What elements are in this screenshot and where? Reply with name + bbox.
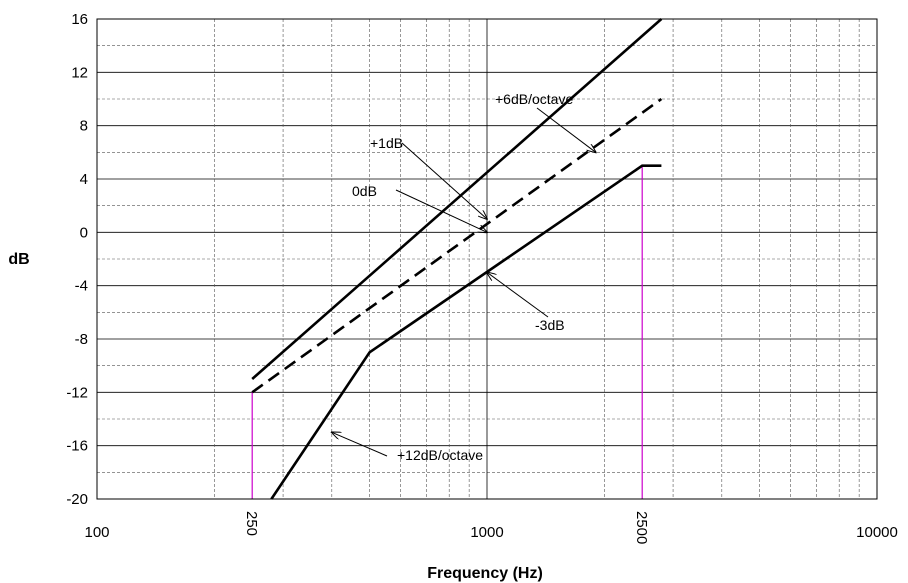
reference-lines <box>251 165 643 499</box>
annotation-label: 0dB <box>352 183 377 199</box>
annotation-label: +1dB <box>370 135 403 151</box>
x-tick-label: 2500 <box>633 511 650 544</box>
plot-frame <box>96 18 878 500</box>
series-line-zerodb <box>251 97 663 394</box>
annotation-label: -3dB <box>535 317 565 333</box>
y-tick-label: 8 <box>80 118 88 135</box>
y-tick-label: -12 <box>66 384 88 401</box>
annotation-arrow <box>395 189 487 232</box>
y-tick-labels: 16 12 8 4 0 -4 -8 -12 -16 -20 <box>66 11 88 508</box>
y-axis-title: dB <box>8 251 29 268</box>
y-tick-label: -16 <box>66 438 88 455</box>
annotation-label: +6dB/octave <box>495 91 573 107</box>
y-tick-label: 0 <box>80 224 88 241</box>
x-axis-title: Frequency (Hz) <box>427 565 543 582</box>
series-line-minus3db <box>270 164 662 500</box>
y-tick-label: 4 <box>80 171 88 188</box>
annotation-arrow <box>401 142 487 219</box>
y-tick-label: 16 <box>71 11 88 28</box>
x-tick-label: 100 <box>84 524 109 541</box>
x-tick-label: 10000 <box>856 524 898 541</box>
grid <box>96 18 877 500</box>
y-tick-label: 12 <box>71 64 88 81</box>
y-tick-label: -20 <box>66 491 88 508</box>
annotation-arrow <box>332 432 388 457</box>
y-tick-label: -4 <box>75 278 88 295</box>
y-tick-label: -8 <box>75 331 88 348</box>
x-tick-labels: 100 250 1000 2500 10000 <box>84 511 897 544</box>
x-tick-label: 250 <box>243 511 260 536</box>
annotation-label: +12dB/octave <box>397 447 483 463</box>
series-group <box>251 18 663 500</box>
annotation-arrow <box>536 107 596 152</box>
annotation-arrow <box>487 272 549 318</box>
x-tick-label: 1000 <box>470 524 503 541</box>
annotations: +6dB/octave +1dB 0dB -3dB +12dB/octave <box>332 91 596 463</box>
series-line-plus1db <box>251 18 663 380</box>
